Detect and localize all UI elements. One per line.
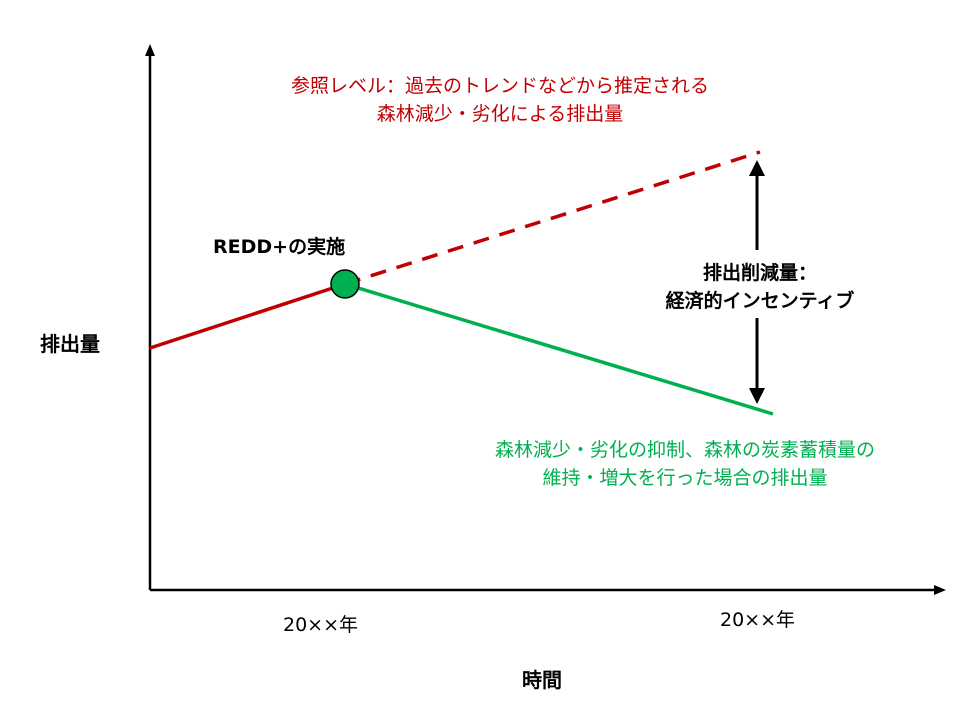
reference-level-note-line2: 森林減少・劣化による排出量 — [376, 103, 624, 125]
redd-scenario-note: 森林減少・劣化の抑制、森林の炭素蓄積量の 維持・増大を行った場合の排出量 — [430, 436, 940, 492]
reduction-arrow-head-down — [749, 388, 765, 404]
x-tick-right: 20××年 — [720, 609, 796, 631]
x-axis-arrow — [934, 585, 946, 595]
reduction-label-line1: 排出削減量： — [702, 262, 817, 284]
redd-scenario-note-line2: 維持・増大を行った場合の排出量 — [542, 467, 828, 489]
reduction-arrow-head-up — [749, 160, 765, 176]
x-tick-left: 20××年 — [283, 614, 359, 636]
reduction-label-line2: 経済的インセンティブ — [665, 290, 855, 312]
y-axis-label: 排出量 — [40, 332, 100, 356]
historical-emissions-line — [149, 282, 346, 350]
redd-implementation-label: REDD+の実施 — [213, 236, 346, 258]
y-axis-arrow — [145, 44, 155, 56]
x-axis-label: 時間 — [522, 668, 562, 692]
reference-level-line — [344, 150, 761, 286]
redd-implementation-marker — [330, 269, 360, 299]
reduction-label: 排出削減量： 経済的インセンティブ — [640, 259, 880, 315]
reference-level-note: 参照レベル：過去のトレンドなどから推定される 森林減少・劣化による排出量 — [240, 72, 760, 128]
reference-level-note-line1: 参照レベル：過去のトレンドなどから推定される — [290, 75, 709, 97]
redd-scenario-note-line1: 森林減少・劣化の抑制、森林の炭素蓄積量の — [494, 439, 875, 461]
redd-scenario-line — [344, 282, 774, 416]
